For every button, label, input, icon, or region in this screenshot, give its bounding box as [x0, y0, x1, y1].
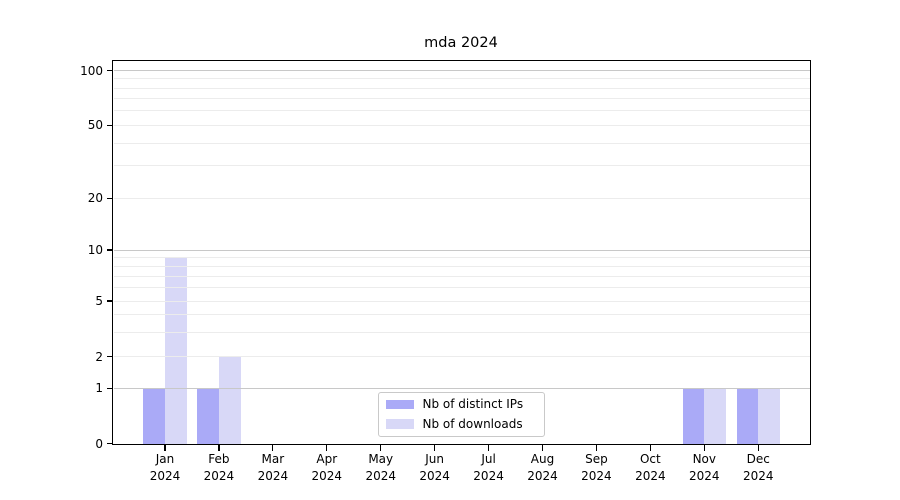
gridline-minor: [114, 87, 810, 89]
x-tick-year: 2024: [257, 468, 289, 483]
x-tick-month: Jun: [425, 452, 445, 466]
gridline-major: [114, 249, 810, 251]
x-tick-year: 2024: [149, 468, 181, 483]
x-axis-tick: [272, 445, 274, 451]
bar-nov-distinct-ips: [682, 388, 705, 444]
gridline-minor: [114, 257, 810, 259]
gridline-minor: [114, 98, 810, 100]
y-tick-label: 50: [87, 118, 103, 133]
gridline-minor: [114, 331, 810, 333]
gridline-major: [114, 70, 810, 72]
x-tick-year: 2024: [419, 468, 450, 483]
x-tick-month: Dec: [746, 452, 770, 466]
gridline-minor: [114, 314, 810, 316]
x-tick-year: 2024: [311, 468, 343, 483]
x-tick-year: 2024: [635, 468, 666, 483]
y-tick-label: 100: [80, 63, 103, 78]
legend-entry: Nb of distinct IPs: [385, 397, 537, 413]
bar-dec-downloads: [758, 388, 780, 444]
x-tick-month: Feb: [208, 452, 230, 466]
x-tick-label: May 2024: [349, 451, 413, 484]
bar-dec-distinct-ips: [736, 388, 759, 444]
bar-feb-downloads: [218, 356, 241, 444]
legend-swatch: [385, 419, 414, 429]
y-axis-tick: [107, 356, 113, 358]
y-axis-tick: [107, 387, 113, 389]
x-tick-label: Apr 2024: [295, 451, 359, 484]
x-axis-tick: [164, 445, 166, 451]
x-tick-year: 2024: [473, 468, 504, 483]
gridline-minor: [114, 265, 810, 267]
y-axis-tick: [107, 249, 113, 251]
chart-title: mda 2024: [424, 35, 498, 51]
bar-jan-distinct-ips: [143, 388, 165, 444]
x-tick-label: Oct 2024: [618, 451, 682, 484]
gridline-minor: [114, 287, 810, 289]
x-tick-label: Jan 2024: [133, 451, 197, 484]
gridline-minor: [114, 110, 810, 112]
gridline-minor: [114, 300, 810, 302]
plot-frame: [112, 60, 811, 445]
bar-jan-downloads: [165, 257, 187, 444]
x-tick-year: 2024: [581, 468, 612, 483]
x-tick-month: Sep: [585, 452, 608, 466]
x-tick-month: Oct: [639, 452, 661, 466]
gridline-minor: [114, 142, 810, 144]
x-tick-label: Sep 2024: [564, 451, 628, 484]
gridline-minor: [114, 78, 810, 80]
legend-swatch: [385, 399, 414, 409]
x-axis-tick: [757, 445, 759, 451]
x-tick-month: Mar: [261, 452, 285, 466]
x-axis-tick: [218, 445, 220, 451]
y-tick-label: 10: [87, 243, 103, 257]
x-tick-label: Dec 2024: [726, 451, 790, 484]
y-tick-label: 2: [95, 349, 103, 364]
x-axis-tick: [541, 445, 544, 451]
gridline-minor: [114, 165, 810, 167]
x-tick-label: Feb 2024: [187, 451, 251, 484]
gridline-minor: [114, 124, 810, 126]
y-axis-tick: [107, 197, 113, 199]
x-tick-year: 2024: [365, 468, 396, 483]
x-axis-tick: [326, 445, 328, 451]
x-tick-label: Jun 2024: [403, 451, 467, 484]
gridline-minor: [114, 275, 810, 277]
x-tick-month: Apr: [316, 452, 338, 466]
bar-nov-downloads: [704, 388, 726, 444]
x-tick-month: May: [368, 452, 394, 466]
x-axis-tick: [649, 445, 651, 451]
x-tick-year: 2024: [742, 468, 774, 483]
x-tick-year: 2024: [203, 468, 235, 483]
x-axis-tick: [703, 445, 705, 451]
x-axis-tick: [487, 445, 490, 451]
legend-entry-label: Nb of downloads: [422, 416, 523, 431]
y-axis-tick: [107, 300, 113, 302]
legend: Nb of distinct IPs Nb of downloads: [377, 391, 545, 437]
x-tick-month: Jul: [481, 452, 496, 466]
x-tick-label: Jul 2024: [457, 451, 521, 484]
x-tick-label: Mar 2024: [241, 451, 305, 484]
legend-entry-label: Nb of distinct IPs: [422, 397, 524, 412]
x-axis-tick: [595, 445, 598, 451]
x-tick-month: Nov: [692, 452, 716, 466]
x-tick-year: 2024: [689, 468, 720, 483]
x-axis-tick: [434, 445, 436, 451]
y-axis-tick: [107, 70, 113, 72]
x-tick-month: Aug: [530, 452, 555, 466]
x-tick-year: 2024: [527, 468, 558, 483]
y-tick-label: 1: [95, 381, 103, 396]
y-axis-tick: [107, 442, 113, 445]
x-tick-label: Aug 2024: [511, 451, 575, 484]
y-tick-label: 0: [95, 436, 103, 451]
x-tick-label: Nov 2024: [672, 451, 736, 484]
y-tick-label: 5: [95, 294, 103, 308]
bar-feb-distinct-ips: [197, 388, 219, 444]
y-axis-tick: [107, 124, 113, 126]
x-axis-tick: [380, 445, 382, 451]
y-tick-label: 20: [87, 191, 103, 206]
x-tick-month: Jan: [155, 452, 175, 466]
legend-entry: Nb of downloads: [385, 416, 537, 432]
gridline-minor: [114, 197, 810, 199]
